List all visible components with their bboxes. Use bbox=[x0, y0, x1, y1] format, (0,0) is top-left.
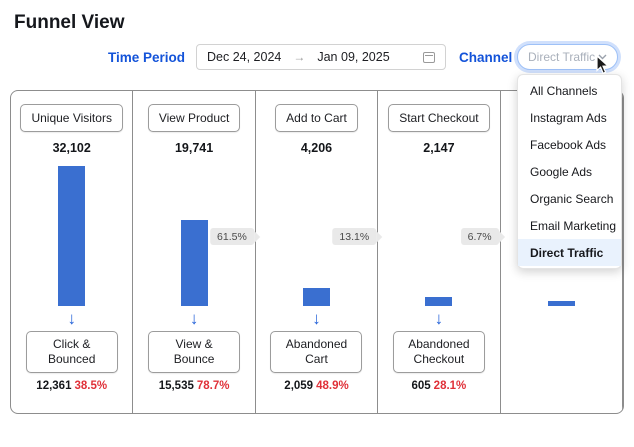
calendar-icon[interactable] bbox=[423, 51, 435, 63]
menu-item-email-marketing[interactable]: Email Marketing bbox=[530, 218, 617, 233]
stage-button[interactable]: Start Checkout bbox=[388, 104, 490, 132]
date-end: Jan 09, 2025 bbox=[317, 50, 390, 64]
drop-off-value: 12,361 38.5% bbox=[36, 380, 108, 392]
drop-off-pct: 38.5% bbox=[74, 380, 108, 392]
stage-button[interactable]: View Product bbox=[147, 104, 241, 132]
chevron-down-icon bbox=[598, 54, 607, 60]
menu-item-instagram-ads[interactable]: Instagram Ads bbox=[530, 110, 607, 125]
stage-value: 19,741 bbox=[174, 141, 214, 155]
menu-item-google-ads[interactable]: Google Ads bbox=[530, 164, 593, 179]
stage-bar bbox=[180, 220, 208, 306]
time-period-label: Time Period bbox=[108, 50, 186, 65]
drop-off-value: 15,535 78.7% bbox=[158, 380, 230, 392]
date-range-arrow-icon: → bbox=[293, 50, 306, 64]
arrow-down-icon: ↓ bbox=[67, 308, 76, 328]
conversion-badge: 6.7% bbox=[460, 228, 499, 245]
channel-select-value: Direct Traffic bbox=[528, 50, 596, 64]
stage-button[interactable]: Unique Visitors bbox=[20, 104, 123, 132]
arrow-down-icon: ↓ bbox=[189, 308, 199, 328]
page-title: Funnel View bbox=[14, 12, 125, 33]
date-start: Dec 24, 2024 bbox=[207, 50, 282, 64]
stage-bar bbox=[58, 166, 86, 306]
drop-off-button[interactable]: Abandoned Cart bbox=[270, 331, 363, 373]
funnel-stage-1: Unique Visitors 32,102 ↓ Click & Bounced… bbox=[11, 91, 134, 413]
arrow-down-icon: ↓ bbox=[434, 308, 444, 328]
arrow-down-icon: ↓ bbox=[312, 308, 321, 328]
stage-button[interactable]: Add to Cart bbox=[275, 104, 358, 132]
drop-off-pct: 28.1% bbox=[433, 380, 467, 392]
drop-off-value: 605 28.1% bbox=[411, 380, 467, 392]
stage-value: 2,147 bbox=[423, 141, 455, 155]
menu-item-direct-traffic[interactable]: Direct Traffic bbox=[518, 239, 621, 266]
stage-bar bbox=[547, 301, 575, 306]
drop-off-button[interactable]: Click & Bounced bbox=[25, 331, 118, 373]
date-range-input[interactable]: Dec 24, 2024 → Jan 09, 2025 bbox=[196, 44, 446, 70]
channel-select[interactable]: Direct Traffic bbox=[517, 44, 618, 70]
drop-off-button[interactable]: View & Bounce bbox=[148, 331, 241, 373]
stage-value: 32,102 bbox=[52, 141, 91, 155]
menu-item-organic-search[interactable]: Organic Search bbox=[530, 191, 614, 206]
menu-item-all-channels[interactable]: All Channels bbox=[530, 83, 598, 98]
channel-dropdown-menu: All Channels Instagram Ads Facebook Ads … bbox=[517, 74, 622, 269]
stage-bar bbox=[302, 288, 330, 306]
channel-label: Channel bbox=[459, 50, 513, 65]
drop-off-button[interactable]: Abandoned Checkout bbox=[392, 331, 485, 373]
conversion-badge: 13.1% bbox=[332, 228, 377, 245]
drop-off-pct: 78.7% bbox=[196, 380, 230, 392]
funnel-stage-4: Start Checkout 2,147 ↓ Abandoned Checkou… bbox=[378, 91, 501, 413]
funnel-stage-2: View Product 19,741 ↓ View & Bounce 15,5… bbox=[133, 91, 256, 413]
conversion-badge: 61.5% bbox=[210, 228, 254, 245]
mouse-cursor-icon bbox=[596, 55, 610, 75]
funnel-stage-3: Add to Cart 4,206 ↓ Abandoned Cart 2,059… bbox=[256, 91, 379, 413]
drop-off-value: 2,059 48.9% bbox=[284, 380, 349, 392]
menu-item-facebook-ads[interactable]: Facebook Ads bbox=[530, 137, 607, 152]
stage-bar bbox=[425, 297, 453, 306]
drop-off-pct: 48.9% bbox=[316, 380, 349, 392]
stage-value: 4,206 bbox=[300, 141, 333, 155]
